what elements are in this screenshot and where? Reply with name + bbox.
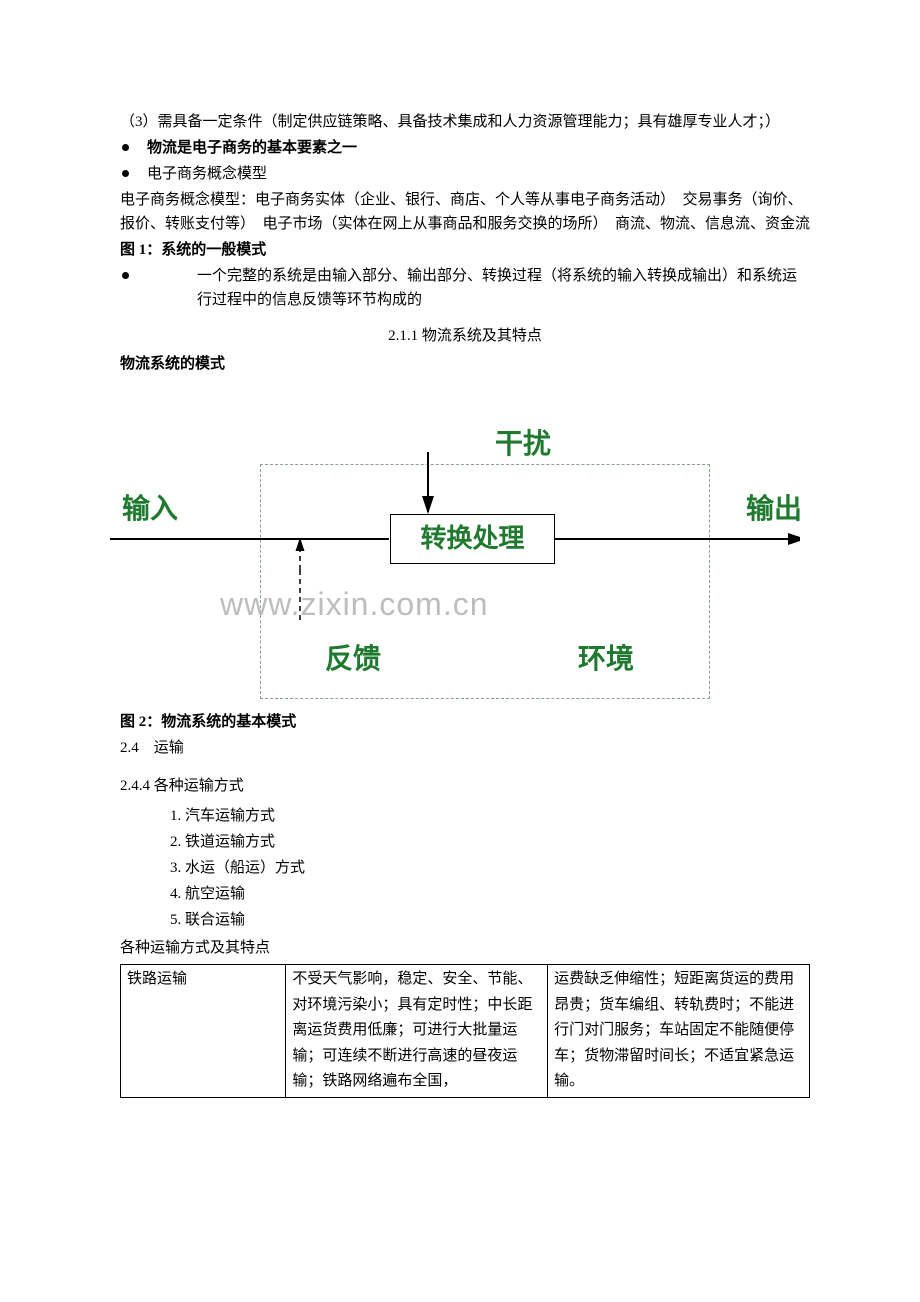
section-2-4-4-heading: 2.4.4 各种运输方式 (120, 774, 810, 798)
list-item: 3. 水运（船运）方式 (170, 856, 810, 880)
section-2-4-heading: 2.4 运输 (120, 736, 810, 760)
bullet-item-3: 一个完整的系统是由输入部分、输出部分、转换过程（将系统的输入转换成输出）和系统运… (120, 264, 810, 312)
system-diagram: 转换处理 输入 输出 干扰 反馈 环境 www.zixin.com.cn (110, 394, 800, 704)
section-2-1-1-heading: 2.1.1 物流系统及其特点 (120, 324, 810, 348)
table-cell: 不受天气影响，稳定、安全、节能、对环境污染小；具有定时性；中长距离运货费用低廉；… (286, 965, 548, 1098)
bullet-text-3: 一个完整的系统是由输入部分、输出部分、转换过程（将系统的输入转换成输出）和系统运… (197, 264, 810, 312)
transport-mode-list: 1. 汽车运输方式 2. 铁道运输方式 3. 水运（船运）方式 4. 航空运输 … (170, 804, 810, 932)
figure-2-title: 图 2：物流系统的基本模式 (120, 710, 810, 734)
bullet-text-2: 电子商务概念模型 (147, 162, 267, 186)
page: （3）需具备一定条件（制定供应链策略、具备技术集成和人力资源管理能力；具有雄厚专… (0, 0, 920, 1302)
bullet-icon (122, 144, 129, 151)
bullet-text-1: 物流是电子商务的基本要素之一 (147, 136, 357, 160)
list-item: 5. 联合运输 (170, 908, 810, 932)
section-2-1-1-sub: 物流系统的模式 (120, 352, 810, 376)
figure-1-title: 图 1：系统的一般模式 (120, 238, 810, 262)
paragraph-conditions: （3）需具备一定条件（制定供应链策略、具备技术集成和人力资源管理能力；具有雄厚专… (120, 110, 810, 134)
bullet-item-1: 物流是电子商务的基本要素之一 (120, 136, 810, 160)
bullet-icon (122, 170, 129, 177)
transport-table: 铁路运输 不受天气影响，稳定、安全、节能、对环境污染小；具有定时性；中长距离运货… (120, 964, 810, 1098)
watermark-text: www.zixin.com.cn (220, 579, 489, 630)
list-item: 4. 航空运输 (170, 882, 810, 906)
list-item: 1. 汽车运输方式 (170, 804, 810, 828)
table-cell: 运费缺乏伸缩性；短距离货运的费用昂贵；货车编组、转轨费时；不能进行门对门服务；车… (548, 965, 810, 1098)
paragraph-ec-model: 电子商务概念模型：电子商务实体（企业、银行、商店、个人等从事电子商务活动） 交易… (120, 188, 810, 236)
bullet-item-2: 电子商务概念模型 (120, 162, 810, 186)
table-cell: 铁路运输 (121, 965, 286, 1098)
bullet-icon (122, 272, 129, 279)
list-item: 2. 铁道运输方式 (170, 830, 810, 854)
table-row: 铁路运输 不受天气影响，稳定、安全、节能、对环境污染小；具有定时性；中长距离运货… (121, 965, 810, 1098)
table-title: 各种运输方式及其特点 (120, 936, 810, 960)
diagram-arrows (110, 394, 800, 704)
